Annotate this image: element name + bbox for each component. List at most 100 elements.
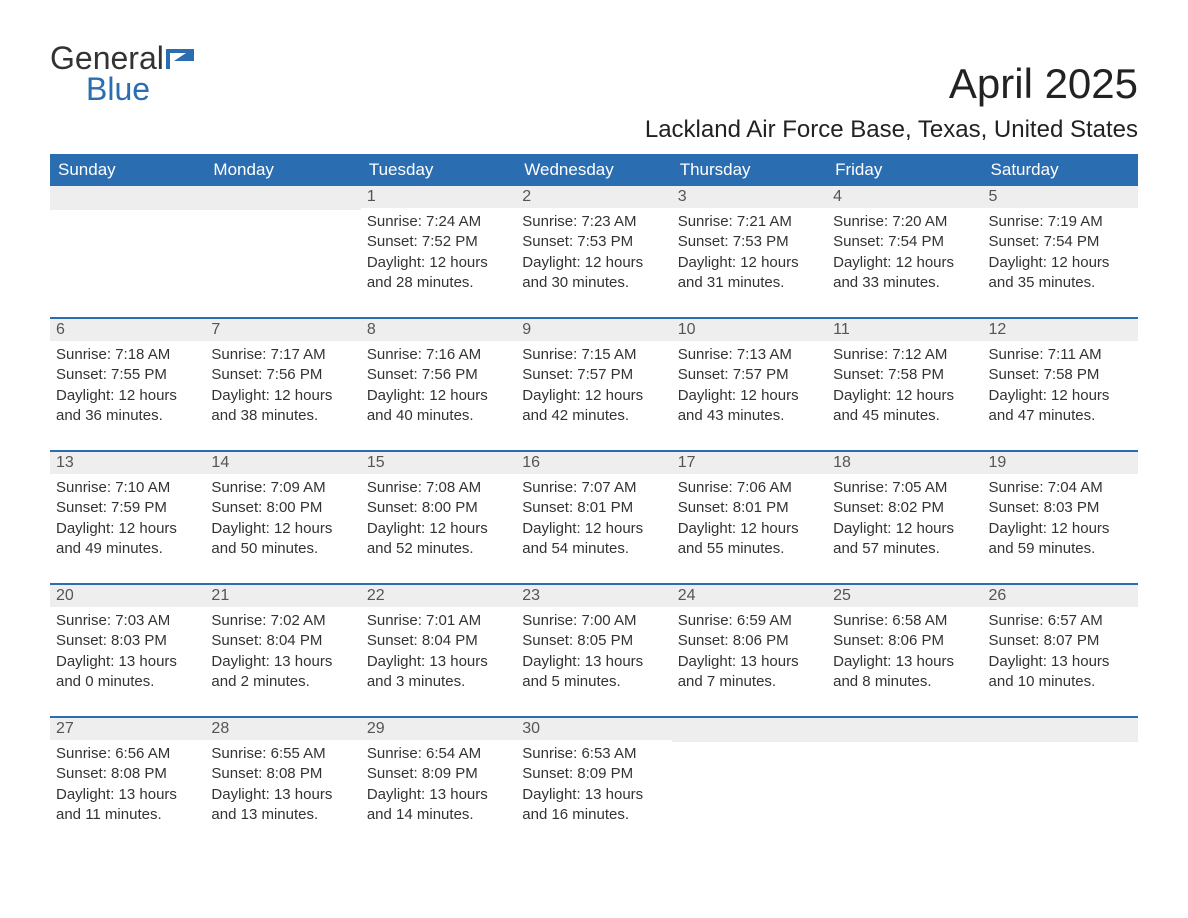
info-line: Daylight: 12 hours xyxy=(522,519,665,539)
info-line: Sunrise: 7:00 AM xyxy=(522,611,665,631)
day-header: Sunday xyxy=(50,154,205,186)
calendar-cell: 29Sunrise: 6:54 AMSunset: 8:09 PMDayligh… xyxy=(361,718,516,831)
calendar-cell: 11Sunrise: 7:12 AMSunset: 7:58 PMDayligh… xyxy=(827,319,982,432)
calendar-week: 13Sunrise: 7:10 AMSunset: 7:59 PMDayligh… xyxy=(50,450,1138,565)
info-line: Daylight: 13 hours xyxy=(211,652,354,672)
calendar-cell: 19Sunrise: 7:04 AMSunset: 8:03 PMDayligh… xyxy=(983,452,1138,565)
info-line: Sunrise: 7:17 AM xyxy=(211,345,354,365)
calendar-week: 27Sunrise: 6:56 AMSunset: 8:08 PMDayligh… xyxy=(50,716,1138,831)
info-line: Sunset: 8:06 PM xyxy=(678,631,821,651)
info-line: Sunrise: 6:56 AM xyxy=(56,744,199,764)
day-number: 28 xyxy=(205,718,360,740)
info-line: Sunrise: 7:02 AM xyxy=(211,611,354,631)
calendar-cell: 24Sunrise: 6:59 AMSunset: 8:06 PMDayligh… xyxy=(672,585,827,698)
day-info: Sunrise: 6:54 AMSunset: 8:09 PMDaylight:… xyxy=(361,740,516,831)
page-title: April 2025 xyxy=(949,60,1138,108)
day-info: Sunrise: 7:11 AMSunset: 7:58 PMDaylight:… xyxy=(983,341,1138,432)
info-line: Sunrise: 6:57 AM xyxy=(989,611,1132,631)
day-info: Sunrise: 6:58 AMSunset: 8:06 PMDaylight:… xyxy=(827,607,982,698)
info-line: Daylight: 12 hours xyxy=(522,386,665,406)
day-number xyxy=(672,718,827,742)
info-line: Daylight: 12 hours xyxy=(833,519,976,539)
day-info: Sunrise: 7:19 AMSunset: 7:54 PMDaylight:… xyxy=(983,208,1138,299)
info-line: and 59 minutes. xyxy=(989,539,1132,559)
day-number: 27 xyxy=(50,718,205,740)
day-info: Sunrise: 7:07 AMSunset: 8:01 PMDaylight:… xyxy=(516,474,671,565)
day-number: 4 xyxy=(827,186,982,208)
info-line: Sunset: 8:02 PM xyxy=(833,498,976,518)
info-line: Sunrise: 7:03 AM xyxy=(56,611,199,631)
info-line: Sunrise: 7:15 AM xyxy=(522,345,665,365)
info-line: and 31 minutes. xyxy=(678,273,821,293)
calendar-cell: 26Sunrise: 6:57 AMSunset: 8:07 PMDayligh… xyxy=(983,585,1138,698)
info-line: Sunset: 7:54 PM xyxy=(833,232,976,252)
calendar-cell: 6Sunrise: 7:18 AMSunset: 7:55 PMDaylight… xyxy=(50,319,205,432)
calendar-week: 6Sunrise: 7:18 AMSunset: 7:55 PMDaylight… xyxy=(50,317,1138,432)
info-line: Daylight: 12 hours xyxy=(367,519,510,539)
flag-icon xyxy=(166,49,194,74)
info-line: Sunrise: 7:06 AM xyxy=(678,478,821,498)
day-number xyxy=(983,718,1138,742)
info-line: Sunrise: 7:19 AM xyxy=(989,212,1132,232)
day-info: Sunrise: 7:08 AMSunset: 8:00 PMDaylight:… xyxy=(361,474,516,565)
info-line: and 40 minutes. xyxy=(367,406,510,426)
info-line: and 55 minutes. xyxy=(678,539,821,559)
day-info: Sunrise: 7:10 AMSunset: 7:59 PMDaylight:… xyxy=(50,474,205,565)
info-line: Daylight: 13 hours xyxy=(522,652,665,672)
day-header: Friday xyxy=(827,154,982,186)
info-line: Sunset: 8:01 PM xyxy=(522,498,665,518)
info-line: Daylight: 13 hours xyxy=(211,785,354,805)
info-line: and 3 minutes. xyxy=(367,672,510,692)
day-header: Wednesday xyxy=(516,154,671,186)
calendar: SundayMondayTuesdayWednesdayThursdayFrid… xyxy=(50,154,1138,831)
info-line: Sunset: 8:04 PM xyxy=(367,631,510,651)
calendar-week: 1Sunrise: 7:24 AMSunset: 7:52 PMDaylight… xyxy=(50,186,1138,299)
info-line: Sunrise: 7:16 AM xyxy=(367,345,510,365)
info-line: Daylight: 12 hours xyxy=(833,386,976,406)
day-number: 15 xyxy=(361,452,516,474)
info-line: Daylight: 12 hours xyxy=(522,253,665,273)
info-line: Daylight: 13 hours xyxy=(56,652,199,672)
info-line: Sunset: 7:52 PM xyxy=(367,232,510,252)
info-line: Sunrise: 7:18 AM xyxy=(56,345,199,365)
day-info: Sunrise: 7:17 AMSunset: 7:56 PMDaylight:… xyxy=(205,341,360,432)
info-line: and 10 minutes. xyxy=(989,672,1132,692)
info-line: Sunset: 7:57 PM xyxy=(678,365,821,385)
info-line: Sunset: 8:01 PM xyxy=(678,498,821,518)
calendar-cell: 4Sunrise: 7:20 AMSunset: 7:54 PMDaylight… xyxy=(827,186,982,299)
calendar-cell xyxy=(983,718,1138,831)
info-line: Sunset: 8:09 PM xyxy=(522,764,665,784)
info-line: Daylight: 12 hours xyxy=(989,519,1132,539)
info-line: Sunset: 7:54 PM xyxy=(989,232,1132,252)
info-line: and 2 minutes. xyxy=(211,672,354,692)
info-line: Daylight: 13 hours xyxy=(367,785,510,805)
calendar-cell: 13Sunrise: 7:10 AMSunset: 7:59 PMDayligh… xyxy=(50,452,205,565)
day-info: Sunrise: 7:06 AMSunset: 8:01 PMDaylight:… xyxy=(672,474,827,565)
info-line: and 36 minutes. xyxy=(56,406,199,426)
info-line: and 33 minutes. xyxy=(833,273,976,293)
calendar-cell: 14Sunrise: 7:09 AMSunset: 8:00 PMDayligh… xyxy=(205,452,360,565)
info-line: and 13 minutes. xyxy=(211,805,354,825)
day-number: 21 xyxy=(205,585,360,607)
info-line: and 52 minutes. xyxy=(367,539,510,559)
info-line: Daylight: 13 hours xyxy=(989,652,1132,672)
day-number: 12 xyxy=(983,319,1138,341)
info-line: and 47 minutes. xyxy=(989,406,1132,426)
info-line: and 45 minutes. xyxy=(833,406,976,426)
location-label: Lackland Air Force Base, Texas, United S… xyxy=(50,116,1138,144)
day-number: 9 xyxy=(516,319,671,341)
info-line: Sunset: 7:58 PM xyxy=(833,365,976,385)
day-number: 19 xyxy=(983,452,1138,474)
day-info: Sunrise: 7:21 AMSunset: 7:53 PMDaylight:… xyxy=(672,208,827,299)
day-info: Sunrise: 7:09 AMSunset: 8:00 PMDaylight:… xyxy=(205,474,360,565)
info-line: Sunrise: 7:08 AM xyxy=(367,478,510,498)
info-line: and 57 minutes. xyxy=(833,539,976,559)
day-header-row: SundayMondayTuesdayWednesdayThursdayFrid… xyxy=(50,154,1138,186)
info-line: Sunset: 8:05 PM xyxy=(522,631,665,651)
info-line: Sunrise: 6:58 AM xyxy=(833,611,976,631)
info-line: and 50 minutes. xyxy=(211,539,354,559)
info-line: Daylight: 12 hours xyxy=(678,253,821,273)
calendar-cell: 20Sunrise: 7:03 AMSunset: 8:03 PMDayligh… xyxy=(50,585,205,698)
calendar-cell: 25Sunrise: 6:58 AMSunset: 8:06 PMDayligh… xyxy=(827,585,982,698)
day-number: 8 xyxy=(361,319,516,341)
